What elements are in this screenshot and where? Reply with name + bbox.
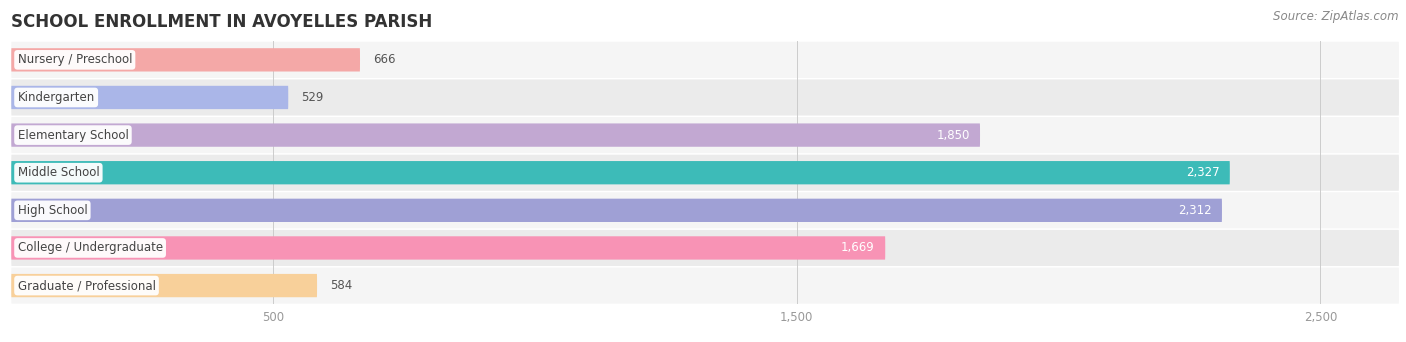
FancyBboxPatch shape (11, 230, 1399, 266)
Text: Kindergarten: Kindergarten (17, 91, 94, 104)
FancyBboxPatch shape (11, 192, 1399, 228)
Text: 1,850: 1,850 (936, 129, 970, 142)
Text: Graduate / Professional: Graduate / Professional (17, 279, 156, 292)
FancyBboxPatch shape (11, 123, 980, 147)
FancyBboxPatch shape (11, 79, 1399, 116)
FancyBboxPatch shape (11, 199, 1222, 222)
Text: 529: 529 (301, 91, 323, 104)
FancyBboxPatch shape (11, 117, 1399, 153)
FancyBboxPatch shape (11, 236, 886, 260)
FancyBboxPatch shape (11, 155, 1399, 191)
Text: 2,312: 2,312 (1178, 204, 1212, 217)
Text: Middle School: Middle School (17, 166, 100, 179)
Text: High School: High School (17, 204, 87, 217)
Text: College / Undergraduate: College / Undergraduate (17, 241, 163, 254)
FancyBboxPatch shape (11, 274, 318, 297)
FancyBboxPatch shape (11, 161, 1230, 184)
Text: 666: 666 (373, 53, 395, 66)
FancyBboxPatch shape (11, 86, 288, 109)
Text: 584: 584 (330, 279, 353, 292)
Text: SCHOOL ENROLLMENT IN AVOYELLES PARISH: SCHOOL ENROLLMENT IN AVOYELLES PARISH (11, 13, 433, 31)
Text: 1,669: 1,669 (841, 241, 875, 254)
Text: 2,327: 2,327 (1185, 166, 1219, 179)
Text: Elementary School: Elementary School (17, 129, 128, 142)
FancyBboxPatch shape (11, 42, 1399, 78)
FancyBboxPatch shape (11, 48, 360, 71)
Text: Nursery / Preschool: Nursery / Preschool (17, 53, 132, 66)
FancyBboxPatch shape (11, 267, 1399, 304)
Text: Source: ZipAtlas.com: Source: ZipAtlas.com (1274, 10, 1399, 23)
